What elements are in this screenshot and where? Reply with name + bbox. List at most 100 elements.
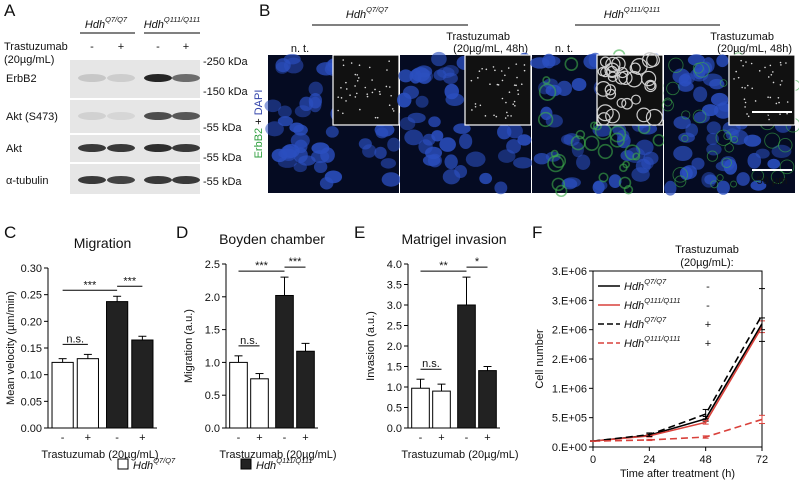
series-line (592, 326, 763, 442)
blot-band (144, 74, 172, 82)
blot-label: Akt (6, 143, 22, 155)
y-tick-label: 3.E+06 (552, 266, 587, 278)
y-tick-label: 0.15 (21, 343, 42, 355)
legend-treatment: + (705, 319, 711, 331)
y-tick-label: 3.0 (387, 300, 402, 312)
x-axis-title: Trastuzumab (20µg/mL) (41, 449, 158, 461)
bar (275, 294, 294, 429)
scale-label: 50 µm (757, 175, 788, 187)
inset-dot (478, 70, 481, 72)
inset-dot (775, 102, 778, 105)
inset-dot (485, 68, 488, 71)
inset-dot (376, 116, 379, 119)
legend-title: Trastuzumab (20µg/mL): (675, 244, 739, 269)
y-tick-label: 1.5 (387, 362, 402, 374)
nucleus (690, 68, 709, 82)
erbb2-signal (694, 61, 710, 78)
y-tick-label: 2.0 (205, 292, 220, 304)
blot-label: Akt (S473) (6, 111, 58, 123)
erbb2-signal (609, 132, 625, 148)
inset (332, 54, 400, 126)
nucleus (293, 161, 307, 173)
y-tick-label: 1.5 (205, 325, 220, 337)
erbb2-signal (537, 111, 554, 128)
y-tick-label: 1.0 (387, 382, 402, 394)
inset-dot (354, 85, 356, 87)
column-header: n. t. (291, 43, 309, 55)
inset-dot (517, 89, 519, 92)
nucleus (465, 151, 486, 167)
inset-dot (345, 88, 348, 90)
inset-dot (345, 81, 347, 84)
nucleus (706, 143, 722, 156)
nucleus (265, 121, 284, 137)
significance-label: * (475, 256, 480, 268)
nucleus (576, 154, 591, 170)
y-tick-label: 0.10 (21, 370, 42, 382)
series-line (592, 418, 763, 442)
nucleus (643, 151, 659, 165)
y-tick-label: 3.5 (387, 280, 402, 292)
inset-dot (786, 101, 789, 103)
nucleus (706, 121, 721, 135)
bar (296, 350, 315, 429)
y-tick-label: 5.E+05 (552, 413, 587, 425)
series-line (592, 314, 763, 442)
significance-label: *** (255, 260, 269, 272)
column-header: n. t. (555, 43, 573, 55)
panel-label: F (532, 223, 542, 242)
legend-label: HdhQ7/Q7 (624, 315, 667, 331)
inset-dot (779, 113, 781, 115)
inset-dot (746, 84, 749, 87)
inset-dot (786, 112, 788, 115)
inset-dot (779, 84, 782, 86)
inset-dot (636, 107, 652, 123)
nucleus (439, 137, 456, 152)
legend-swatch (117, 458, 129, 470)
inset-dot (737, 76, 740, 79)
nucleus (431, 130, 444, 142)
bar (51, 361, 74, 429)
nucleus (673, 145, 693, 162)
inset-dot (359, 108, 361, 111)
significance-label: *** (123, 275, 137, 287)
inset-dot (484, 115, 487, 117)
inset-dot (358, 64, 361, 67)
superscript: Q7/Q7 (105, 15, 128, 24)
nucleus (533, 152, 550, 165)
inset-dot (767, 76, 770, 78)
legend-label: HdhQ111/Q111 (624, 334, 681, 350)
nucleus (706, 132, 719, 145)
erbb2-signal (666, 81, 680, 96)
panel-label: E (354, 223, 365, 242)
stain-label: ErbB2 + DAPI (253, 90, 265, 159)
mw-marker: -250 kDa (203, 56, 249, 68)
inset-dot (513, 100, 516, 103)
inset-dot (354, 73, 357, 76)
text-part: A (4, 1, 16, 20)
text-part: (20µg/mL): (680, 257, 733, 269)
nucleus (414, 69, 433, 84)
nucleus (497, 149, 516, 163)
nucleus (593, 180, 608, 191)
legend-treatment: - (706, 281, 710, 293)
x-axis-title: Trastuzumab (20µg/mL) (401, 449, 518, 461)
inset-dot (471, 109, 473, 111)
inset-dot (493, 114, 495, 117)
nucleus (404, 129, 424, 146)
blot-band (78, 144, 106, 152)
nucleus (444, 83, 459, 100)
nucleus (278, 105, 292, 118)
erbb2-signal (555, 184, 568, 198)
superscript: Q7/Q7 (366, 5, 389, 14)
mw-marker: -150 kDa (203, 86, 249, 98)
erbb2-signal (716, 174, 724, 182)
inset-dot (769, 64, 772, 67)
nucleus (693, 86, 708, 102)
inset-dot (754, 100, 757, 102)
inset-dot (489, 83, 491, 86)
inset-dot (356, 80, 359, 82)
erbb2-signal (692, 109, 707, 124)
x-tick-label: + (302, 432, 308, 444)
superscript: Q111/Q111 (624, 5, 660, 14)
